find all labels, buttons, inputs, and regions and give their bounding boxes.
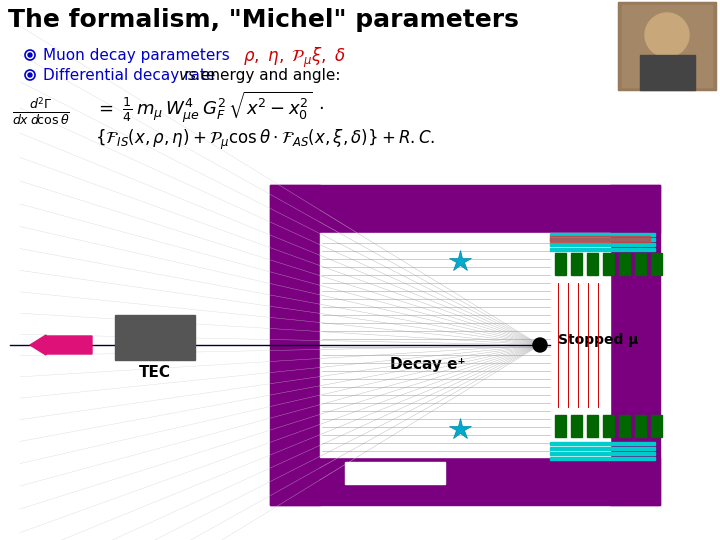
Bar — [550, 233, 655, 236]
Bar — [619, 415, 630, 437]
Bar — [550, 442, 655, 445]
Bar — [550, 452, 655, 455]
Circle shape — [28, 73, 32, 77]
Bar — [651, 253, 662, 275]
Bar — [571, 253, 582, 275]
Bar — [115, 315, 195, 360]
Circle shape — [645, 13, 689, 57]
Text: Decay e⁺: Decay e⁺ — [390, 357, 466, 372]
Bar — [587, 415, 598, 437]
Bar — [603, 415, 614, 437]
Bar — [618, 2, 716, 90]
Text: $\rho,\ \eta,\ \mathcal{P}_\mu\xi,\ \delta$: $\rho,\ \eta,\ \mathcal{P}_\mu\xi,\ \del… — [243, 46, 346, 70]
Bar — [618, 2, 716, 90]
Bar — [550, 447, 655, 450]
Bar — [270, 457, 660, 505]
Bar — [635, 253, 646, 275]
Bar — [550, 457, 655, 460]
Bar — [610, 185, 660, 505]
Bar — [587, 253, 598, 275]
Text: Stopped μ: Stopped μ — [558, 333, 639, 347]
Text: The formalism, "Michel" parameters: The formalism, "Michel" parameters — [8, 8, 519, 32]
Bar — [345, 462, 445, 484]
Bar — [555, 253, 566, 275]
Bar — [635, 415, 646, 437]
Text: $\frac{d^2\Gamma}{dx\; d\!\cos\theta}$: $\frac{d^2\Gamma}{dx\; d\!\cos\theta}$ — [12, 95, 70, 127]
Bar — [320, 233, 610, 457]
Text: YOKE: YOKE — [377, 462, 413, 476]
Bar — [651, 415, 662, 437]
Bar — [270, 185, 660, 233]
Circle shape — [533, 338, 547, 352]
Text: $=\ \frac{1}{4}\,m_{\mu}\,W_{\mu e}^{4}\,G_{F}^{2}\,\sqrt{x^{2}-x_{0}^{2}}\;\cdo: $=\ \frac{1}{4}\,m_{\mu}\,W_{\mu e}^{4}\… — [95, 90, 325, 125]
Circle shape — [28, 53, 32, 57]
Bar — [550, 236, 650, 242]
Bar — [550, 248, 655, 251]
Bar — [270, 185, 320, 505]
Text: TEC: TEC — [139, 365, 171, 380]
Bar — [571, 415, 582, 437]
Bar — [555, 415, 566, 437]
Text: $vs.$: $vs.$ — [178, 68, 200, 83]
Bar — [640, 55, 695, 90]
Bar — [619, 253, 630, 275]
Bar — [550, 238, 655, 241]
FancyArrow shape — [30, 335, 92, 355]
Text: energy and angle:: energy and angle: — [196, 68, 341, 83]
Bar — [550, 243, 655, 246]
Text: Muon decay parameters: Muon decay parameters — [43, 48, 230, 63]
Bar — [603, 253, 614, 275]
Bar — [622, 5, 712, 87]
Text: $\{\mathcal{F}_{IS}(x,\rho,\eta) + \mathcal{P}_{\mu}\cos\theta\cdot\mathcal{F}_{: $\{\mathcal{F}_{IS}(x,\rho,\eta) + \math… — [95, 128, 436, 152]
Text: Differential decay rate: Differential decay rate — [43, 68, 220, 83]
